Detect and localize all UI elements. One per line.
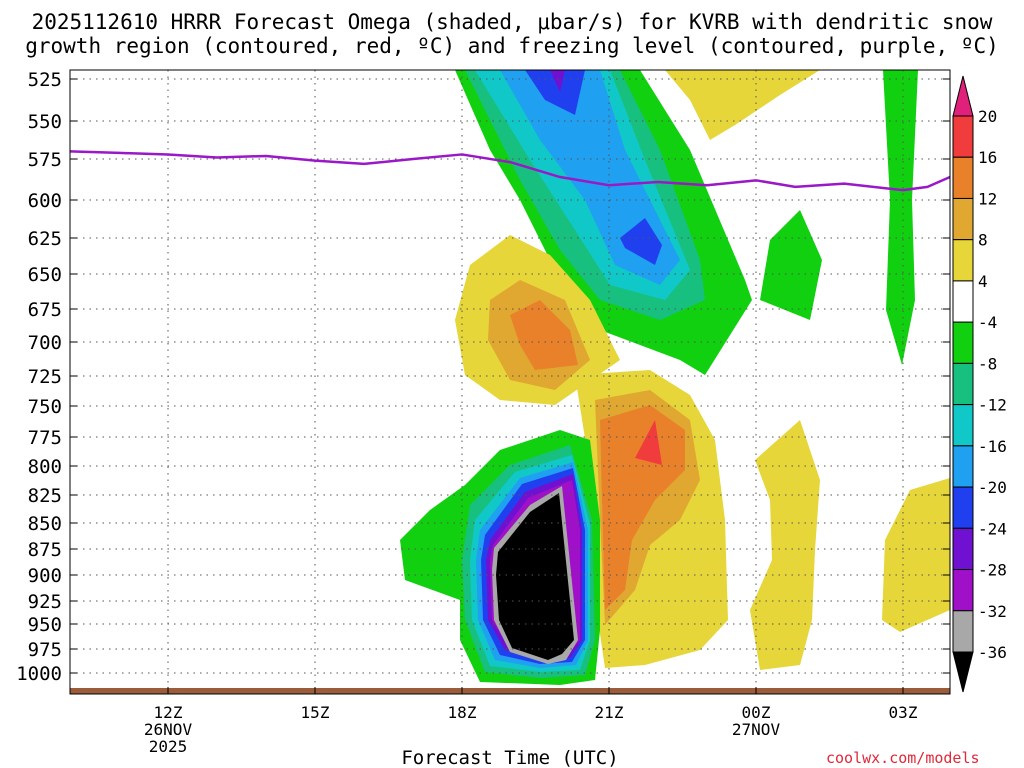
colorbar-label: -36 — [978, 643, 1007, 662]
omega-fill-yellow-top-right — [665, 70, 820, 140]
chart-title-line1: 2025112610 HRRR Forecast Omega (shaded, … — [31, 10, 993, 34]
y-tick-label: 975 — [28, 639, 62, 661]
y-tick-label: 1000 — [16, 663, 62, 685]
y-tick-label: 950 — [28, 614, 62, 636]
colorbar-label: -32 — [978, 602, 1007, 621]
ground-surface — [70, 688, 950, 694]
omega-fill-orange-upperleft — [510, 300, 578, 370]
x-tick-label: 15Z — [301, 703, 330, 722]
colorbar-label: 20 — [978, 107, 997, 126]
colorbar-bin — [952, 115, 974, 158]
y-tick-label: 600 — [28, 190, 62, 212]
x-tick-label: 00Z — [742, 703, 771, 722]
y-tick-label: 650 — [28, 264, 62, 286]
plot-frame — [69, 69, 951, 695]
colorbar-bin — [952, 610, 974, 653]
colorbar-bin — [952, 445, 974, 488]
colorbar: 20 16 12 8 4 -4 -8 -12 -16 -20 -24 -28 -32 -36 — [952, 75, 1007, 693]
colorbar-bin — [952, 569, 974, 612]
y-tick-label: 850 — [28, 513, 62, 535]
credit-link[interactable]: coolwx.com/models — [826, 749, 980, 767]
omega-fill-yellow-lowright1 — [750, 420, 820, 670]
omega-fill-upper-purple — [550, 70, 565, 92]
freezing-level-line — [69, 150, 951, 192]
colorbar-label: -12 — [978, 396, 1007, 415]
x-tick-date: 27NOV — [732, 720, 781, 739]
y-tick-label: 800 — [28, 456, 62, 478]
y-tick-label: 925 — [28, 591, 62, 613]
y-tick-label: 750 — [28, 396, 62, 418]
colorbar-bottom-arrow — [952, 651, 974, 693]
colorbar-top-arrow — [952, 75, 974, 117]
colorbar-bin — [952, 404, 974, 447]
omega-fill-green-mid-right — [760, 210, 822, 320]
y-tick-label: 875 — [28, 539, 62, 561]
chart-title-line2: growth region (contoured, red, ºC) and f… — [25, 34, 999, 58]
omega-shading — [400, 70, 950, 685]
y-tick-label: 825 — [28, 485, 62, 507]
x-tick-label: 21Z — [595, 703, 624, 722]
colorbar-label: 8 — [978, 231, 988, 250]
colorbar-bin — [952, 527, 974, 571]
y-tick-label: 575 — [28, 149, 62, 171]
y-tick-label: 625 — [28, 228, 62, 250]
colorbar-bin — [952, 362, 974, 406]
colorbar-label: -16 — [978, 437, 1007, 456]
x-tick-label: 12Z — [154, 703, 183, 722]
omega-fill-core-black — [496, 493, 574, 660]
freezing-level-contour — [69, 150, 951, 192]
colorbar-bin — [952, 239, 974, 282]
x-tick-label: 03Z — [889, 703, 918, 722]
colorbar-label: 16 — [978, 148, 997, 167]
colorbar-bin — [952, 280, 974, 323]
omega-fill-upper-blue1 — [525, 70, 585, 115]
y-tick-label: 675 — [28, 299, 62, 321]
omega-fill-upper-blue2 — [620, 218, 662, 265]
colorbar-label: -24 — [978, 519, 1007, 538]
colorbar-bin — [952, 156, 974, 199]
colorbar-label: -28 — [978, 561, 1007, 580]
y-tick-label: 900 — [28, 565, 62, 587]
colorbar-label: -20 — [978, 478, 1007, 497]
y-axis: 525 550 575 600 625 650 675 700 725 750 775 800 825 8… — [16, 69, 950, 685]
y-tick-label: 550 — [28, 111, 62, 133]
colorbar-bin — [952, 321, 974, 364]
colorbar-label: -4 — [978, 313, 997, 332]
colorbar-label: 12 — [978, 189, 997, 208]
omega-fill-green-narrow-right — [883, 70, 918, 365]
y-tick-label: 725 — [28, 366, 62, 388]
x-axis-title: Forecast Time (UTC) — [401, 747, 618, 768]
x-tick-date: 26NOV — [144, 720, 193, 739]
colorbar-bin — [952, 197, 974, 241]
x-tick-label: 18Z — [448, 703, 477, 722]
x-tick-year: 2025 — [149, 737, 188, 756]
y-tick-label: 700 — [28, 332, 62, 354]
y-tick-label: 525 — [28, 69, 62, 91]
colorbar-label: -8 — [978, 354, 997, 373]
omega-fill-orange-mid — [600, 405, 685, 610]
omega-fill-red-mid — [635, 420, 662, 465]
y-tick-label: 775 — [28, 427, 62, 449]
grid — [70, 70, 950, 694]
colorbar-bin — [952, 486, 974, 529]
colorbar-label: 4 — [978, 272, 988, 291]
omega-fill-yellow-lowright2 — [882, 478, 950, 632]
